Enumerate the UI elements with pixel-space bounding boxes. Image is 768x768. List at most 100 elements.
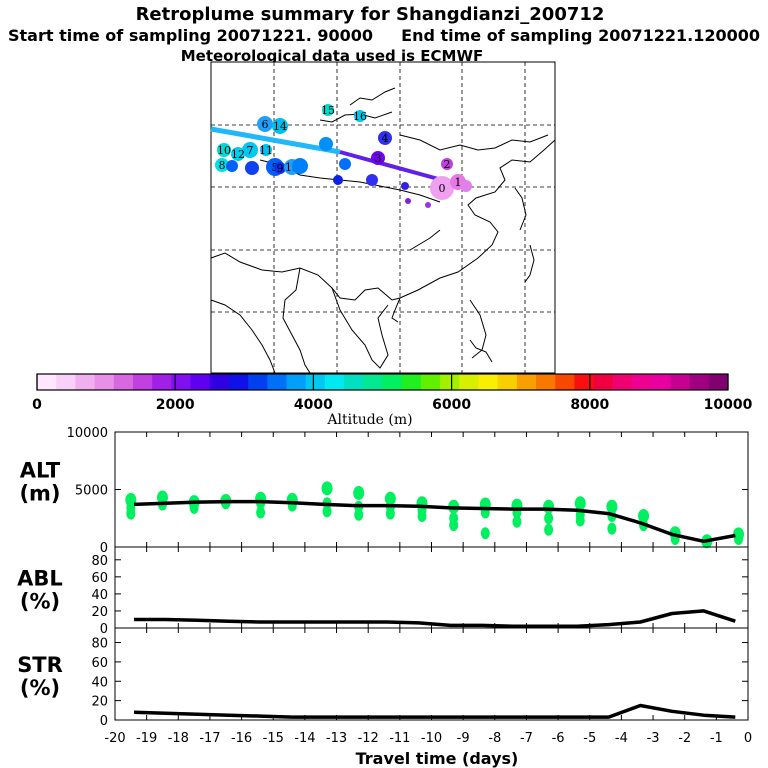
x-tick-label: -14 bbox=[294, 731, 315, 746]
altitude-cluster-point bbox=[480, 527, 490, 540]
altitude-cluster-point bbox=[574, 496, 586, 511]
colorbar-tick-label: 10000 bbox=[704, 397, 753, 413]
altitude-cluster-point bbox=[189, 501, 199, 514]
cluster-marker-dot bbox=[441, 158, 453, 170]
y-tick-label: 80 bbox=[91, 637, 108, 652]
colorbar-cell bbox=[132, 374, 153, 390]
x-tick-label: -18 bbox=[168, 731, 189, 746]
cluster-marker-dot bbox=[231, 147, 245, 161]
y-tick-label: 80 bbox=[91, 554, 108, 569]
altitude-cluster-point bbox=[321, 481, 333, 496]
panel-label-name: ALT bbox=[20, 459, 61, 483]
cluster-marker-dot bbox=[257, 116, 273, 132]
cluster-marker-dot bbox=[217, 143, 231, 157]
altitude-cluster-point bbox=[607, 522, 617, 535]
colorbar-label: Altitude (m) bbox=[326, 412, 412, 428]
x-tick-label: -12 bbox=[358, 731, 379, 746]
map-cluster-9: 9 bbox=[274, 162, 286, 175]
y-tick-label: 0 bbox=[100, 541, 108, 556]
altitude-cluster-point bbox=[353, 485, 365, 500]
altitude-cluster-point bbox=[256, 506, 266, 519]
cluster-marker-dot bbox=[378, 131, 392, 145]
cluster-spread-dot bbox=[292, 158, 308, 174]
panel-label-name: ABL bbox=[17, 567, 63, 591]
x-tick-label: -11 bbox=[389, 731, 410, 746]
cluster-marker-label: 10 bbox=[217, 144, 231, 157]
panel-abl: 0 20 40 60 80 ABL(%) bbox=[17, 546, 749, 637]
y-tick-label: 20 bbox=[91, 605, 108, 620]
cluster-marker-label: 11 bbox=[259, 144, 273, 157]
colorbar-cell bbox=[228, 374, 249, 390]
y-tick-label: 0 bbox=[100, 714, 108, 729]
colorbar-cell bbox=[593, 374, 614, 390]
map-cluster-3: 3 bbox=[371, 151, 385, 165]
trajectory-segment-cyan bbox=[210, 126, 341, 155]
map-cluster-2: 2 bbox=[441, 158, 453, 171]
cluster-marker-dot bbox=[354, 110, 366, 122]
altitude-cluster-point bbox=[606, 499, 618, 514]
colorbar-cell bbox=[612, 374, 633, 390]
cluster-spread-dot bbox=[333, 175, 343, 185]
altitude-colorbar: 0 2000 4000 6000 8000 10000 Altitude (m) bbox=[32, 373, 753, 428]
cluster-spread-dot bbox=[245, 161, 259, 175]
start-time-label: Start time of sampling 20071221. 90000 bbox=[8, 26, 373, 45]
colorbar-cell bbox=[459, 374, 479, 390]
mean-abl-line bbox=[134, 609, 736, 629]
x-tick-label: -17 bbox=[199, 731, 220, 746]
map-cluster-markers: 012345678910111213141516 bbox=[215, 104, 472, 208]
altitude-cluster-point bbox=[126, 507, 136, 520]
y-tick-label: 0 bbox=[100, 622, 108, 637]
y-tick-label: 20 bbox=[91, 695, 108, 710]
cluster-marker-dot bbox=[274, 162, 286, 174]
altitude-cluster-point bbox=[417, 509, 427, 522]
colorbar-cell bbox=[75, 374, 96, 390]
trajectory-map: 012345678910111213141516 bbox=[210, 61, 556, 374]
y-tick-label: 40 bbox=[91, 588, 108, 603]
colorbar-cell bbox=[171, 374, 192, 390]
colorbar-cell bbox=[248, 374, 268, 390]
panel-frame bbox=[114, 431, 749, 548]
colorbar-cell bbox=[344, 374, 364, 390]
cluster-marker-label: 8 bbox=[219, 159, 226, 172]
map-cluster-8: 8 bbox=[215, 158, 229, 172]
cluster-marker-dot bbox=[322, 104, 334, 116]
colorbar-cell bbox=[305, 374, 326, 390]
panel-label-unit: (%) bbox=[20, 590, 60, 614]
cluster-marker-label: 4 bbox=[382, 132, 389, 145]
cluster-spread-dot bbox=[405, 198, 411, 204]
map-cluster-16: 16 bbox=[353, 110, 367, 123]
end-time-label: End time of sampling 20071221.120000 bbox=[401, 26, 760, 45]
altitude-cluster-point bbox=[734, 532, 744, 545]
mean-alt-line bbox=[133, 499, 736, 544]
x-tick-label: -6 bbox=[552, 731, 565, 746]
x-axis-label: Travel time (days) bbox=[356, 749, 519, 768]
map-cluster-12: 12 bbox=[231, 147, 245, 161]
cluster-marker-label: 7 bbox=[247, 144, 254, 157]
x-tick-label: -1 bbox=[710, 731, 723, 746]
y-tick-label: 40 bbox=[91, 675, 108, 690]
colorbar-cell bbox=[670, 374, 691, 390]
colorbar-cell bbox=[267, 374, 288, 390]
map-cluster-11: 11 bbox=[259, 144, 273, 157]
altitude-cluster-point bbox=[544, 523, 554, 536]
altitude-cluster-point bbox=[544, 512, 554, 525]
colorbar-cell bbox=[574, 374, 595, 390]
colorbar-tick-label: 8000 bbox=[570, 397, 609, 413]
cluster-spread-dot bbox=[425, 202, 431, 208]
colorbar-cell bbox=[440, 374, 460, 390]
cluster-marker-dot bbox=[430, 176, 454, 200]
map-cluster-0: 0 bbox=[430, 176, 454, 200]
x-tick-label: -20 bbox=[104, 731, 125, 746]
x-tick-label: -15 bbox=[263, 731, 284, 746]
panel-label-unit: (%) bbox=[20, 676, 60, 700]
altitude-cluster-point bbox=[449, 519, 459, 532]
colorbar-cell bbox=[113, 374, 134, 390]
cluster-marker-dot bbox=[215, 158, 229, 172]
colorbar-cell bbox=[651, 374, 671, 390]
colorbar-tick-label: 4000 bbox=[294, 397, 333, 413]
colorbar-tick-label: 2000 bbox=[156, 397, 195, 413]
panel-str: 0 20 40 60 80 STR(%) bbox=[17, 627, 749, 729]
colorbar-cell bbox=[190, 374, 211, 390]
chart-title: Retroplume summary for Shangdianzi_20071… bbox=[136, 4, 605, 25]
x-axis: -20 -19 -18 -17 -16 -15 -14 -13 -12 -11 -10 -9 -8 -7-… bbox=[104, 731, 752, 768]
